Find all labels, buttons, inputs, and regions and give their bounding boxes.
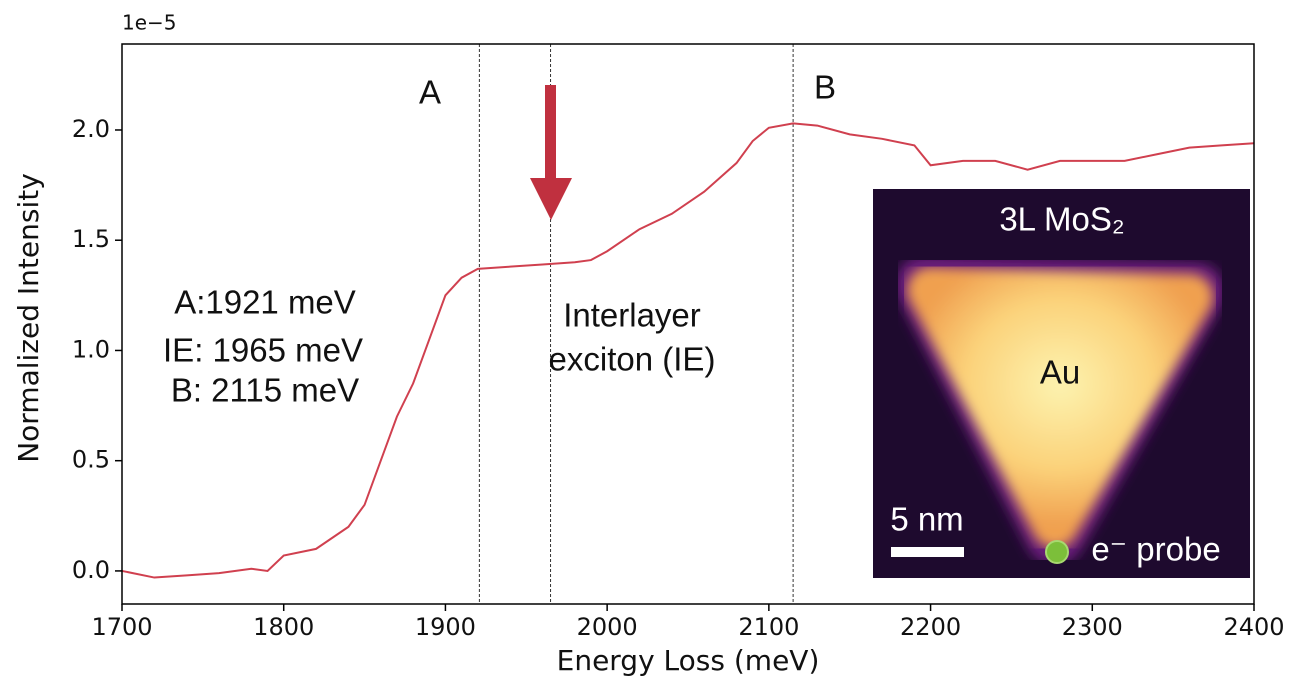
probe-dot xyxy=(1046,541,1068,563)
chart: 1e−5 Energy Loss (meV) Normalized Intens… xyxy=(0,0,1294,682)
arrow-shaft xyxy=(545,85,556,180)
x-tick-label: 1700 xyxy=(91,613,152,641)
page: 1e−5 Energy Loss (meV) Normalized Intens… xyxy=(0,0,1294,686)
annotation: exciton (IE) xyxy=(549,341,716,378)
peak-label: A xyxy=(419,74,441,111)
y-tick-label: 2.0 xyxy=(72,115,110,143)
annotation: A:1921 meV xyxy=(174,284,356,321)
x-tick-label: 2400 xyxy=(1223,613,1284,641)
x-axis-label: Energy Loss (meV) xyxy=(557,644,820,677)
y-tick-label: 1.5 xyxy=(72,225,110,253)
x-tick-label: 2100 xyxy=(738,613,799,641)
scale-label: 5 nm xyxy=(890,501,963,538)
x-tick-label: 2200 xyxy=(900,613,961,641)
y-tick-label: 1.0 xyxy=(72,335,110,363)
arrow xyxy=(530,85,572,220)
y-axis-label: Normalized Intensity xyxy=(12,173,45,463)
inset: 3L MoS₂ Au 5 nm e⁻ probe xyxy=(873,189,1250,578)
annotation: IE: 1965 meV xyxy=(163,332,363,369)
annotation: Interlayer xyxy=(563,297,701,334)
probe-label: e⁻ probe xyxy=(1091,531,1220,568)
arrow-head xyxy=(530,178,572,220)
x-tick-label: 2300 xyxy=(1062,613,1123,641)
inset-label: Au xyxy=(1040,354,1080,391)
inset-title: 3L MoS₂ xyxy=(999,201,1124,238)
y-tick-label: 0.5 xyxy=(72,446,110,474)
annotation: B: 2115 meV xyxy=(171,372,359,409)
x-tick-label: 2000 xyxy=(577,613,638,641)
scale-bar xyxy=(891,547,964,557)
y-offset: 1e−5 xyxy=(122,11,177,35)
x-tick-label: 1900 xyxy=(415,613,476,641)
y-tick-label: 0.0 xyxy=(72,556,110,584)
peak-label: B xyxy=(814,69,836,106)
x-tick-label: 1800 xyxy=(253,613,314,641)
